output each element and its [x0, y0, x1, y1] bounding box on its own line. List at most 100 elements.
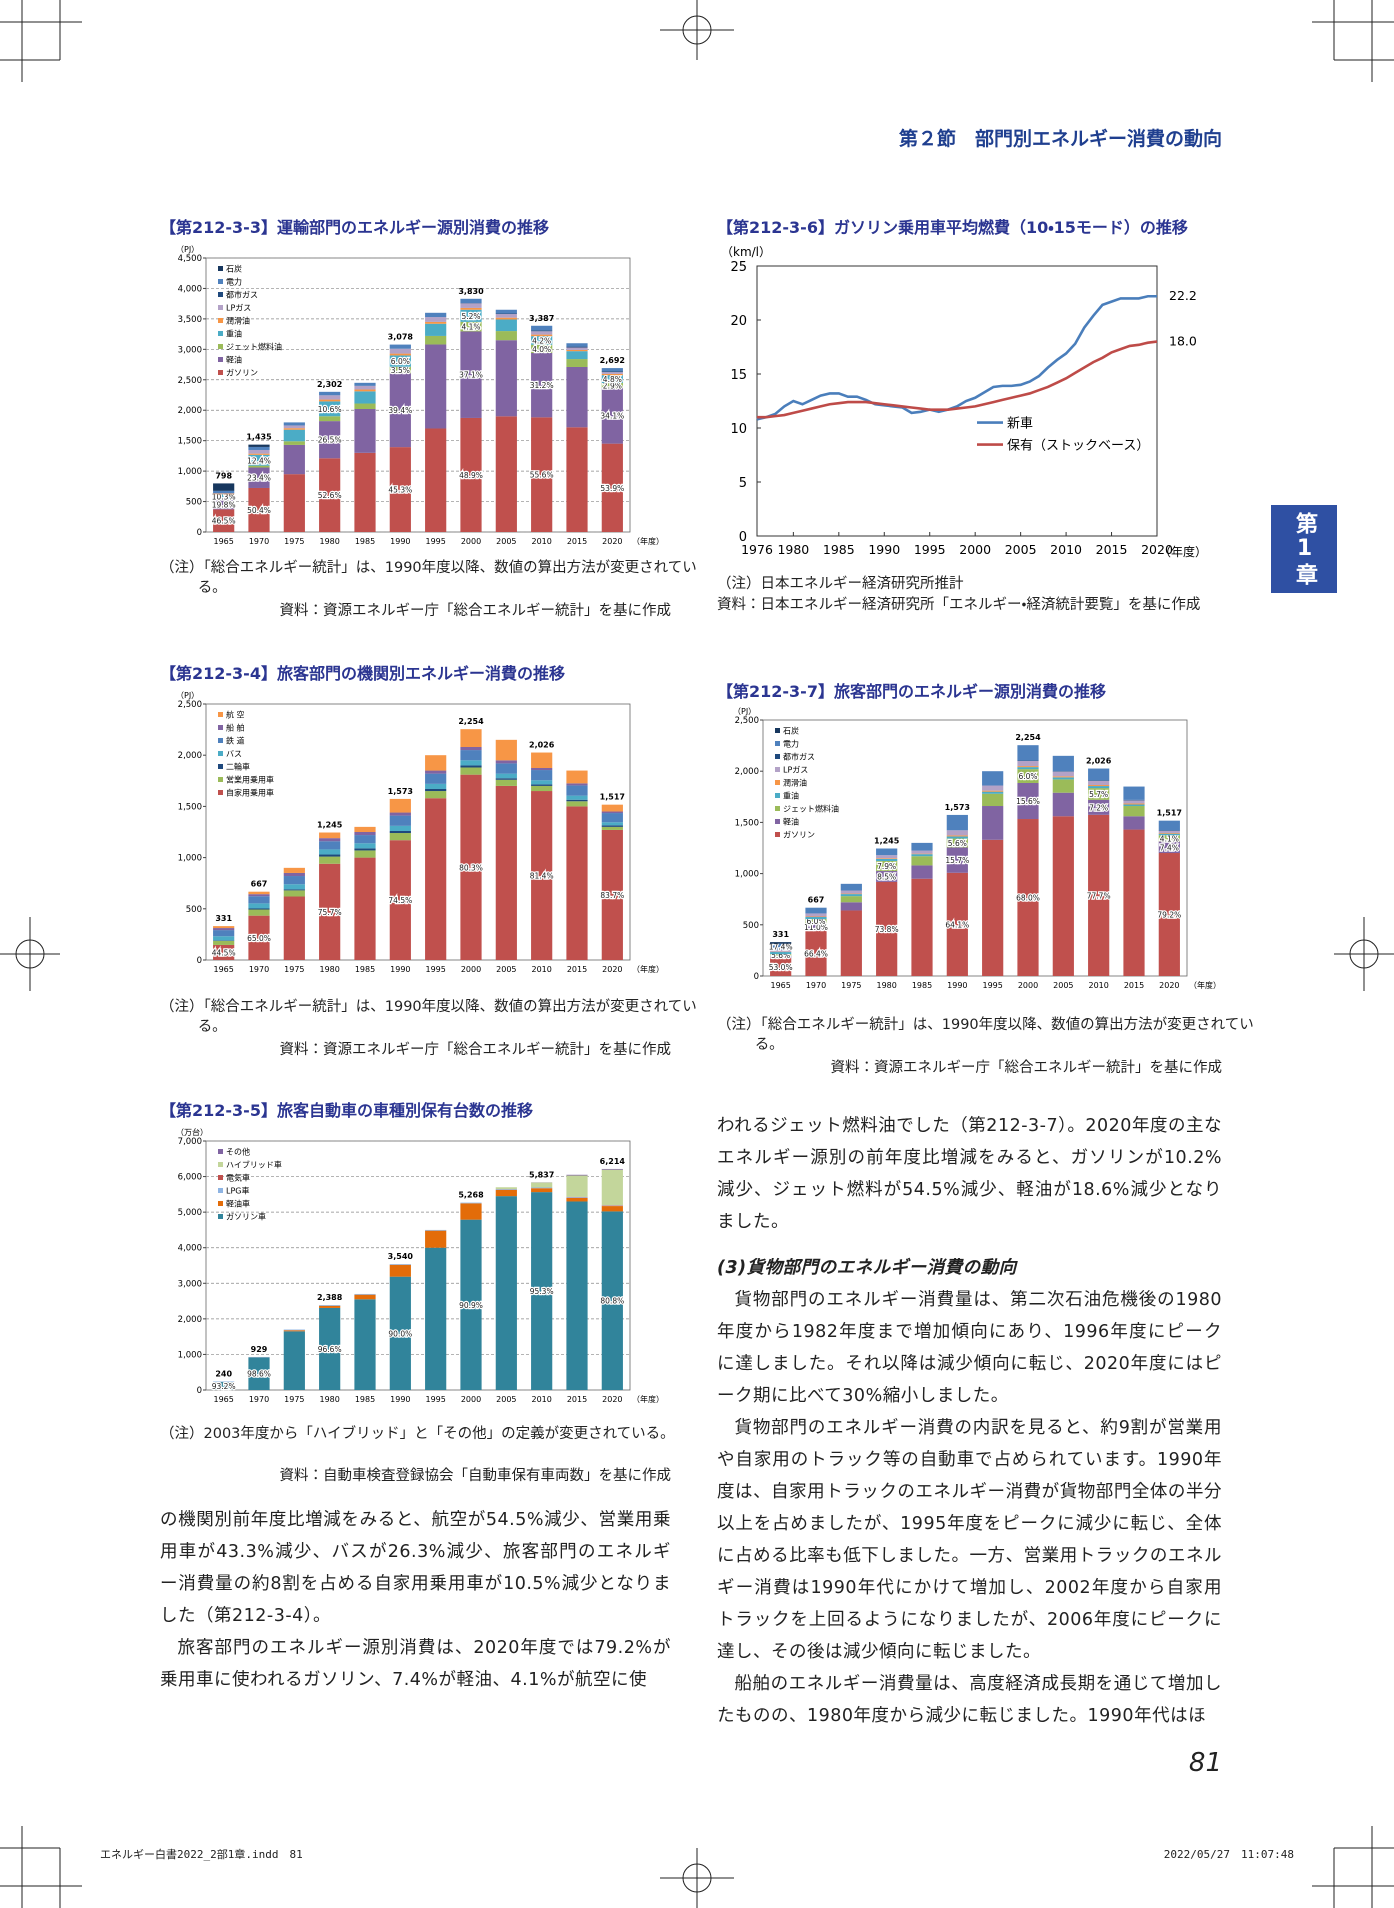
bar-segment	[566, 347, 588, 350]
x-tick-label: 1980	[319, 965, 339, 974]
y-tick-label: 2,500	[178, 700, 202, 710]
total-label: 240	[215, 1369, 232, 1378]
bar-segment	[1158, 841, 1180, 854]
share-label: 64.1%	[945, 920, 969, 929]
bar-segment	[389, 1264, 411, 1265]
bar-segment	[982, 771, 1004, 786]
legend-swatch	[218, 344, 223, 349]
bar-segment	[460, 331, 482, 418]
bar-segment	[770, 954, 792, 957]
bar-segment	[283, 428, 305, 430]
bar-segment	[460, 765, 482, 768]
y-tick-label: 1,000	[178, 854, 202, 864]
share-label: 6.0%	[391, 357, 410, 366]
bar-segment	[911, 856, 933, 866]
bar-segment	[946, 872, 968, 976]
body-column: われるジェット燃料油でした（第212-3-7）。2020年度の主なエネルギー源別…	[717, 1110, 1222, 1732]
bar-segment	[1052, 771, 1074, 772]
bar-segment	[319, 854, 341, 857]
paragraph: の機関別前年度比増減をみると、航空が54.5%減少、営業用乗用車が43.3%減少…	[160, 1510, 671, 1626]
bar-segment	[805, 907, 827, 914]
bar-segment	[389, 798, 411, 813]
share-label: 17.4%	[769, 943, 793, 952]
bar-segment	[840, 890, 862, 894]
bar-segment	[770, 956, 792, 959]
x-tick-label: 2010	[1050, 542, 1082, 557]
bar-segment	[1017, 819, 1039, 976]
bar-segment	[389, 840, 411, 960]
legend-swatch	[775, 806, 780, 811]
bar-segment	[805, 913, 827, 917]
bar-segment	[460, 1202, 482, 1204]
bar-segment	[770, 958, 792, 976]
bar-segment	[248, 449, 270, 454]
bar-segment	[248, 444, 270, 447]
legend-label: 重油	[783, 791, 799, 801]
total-label: 1,573	[388, 787, 413, 796]
bar-segment	[495, 763, 517, 774]
bar-segment	[319, 838, 341, 842]
bar-segment	[283, 444, 305, 475]
share-label: 12.4%	[247, 456, 271, 465]
x-axis-label: （年度）	[632, 536, 664, 546]
bar-segment	[566, 783, 588, 786]
bar-segment	[566, 801, 588, 807]
x-tick-label: 1995	[425, 1395, 445, 1404]
bar-segment	[601, 383, 623, 388]
line-series	[757, 340, 1158, 419]
bar-segment	[495, 416, 517, 532]
bar-segment	[319, 856, 341, 864]
x-tick-label: 2015	[1124, 981, 1144, 990]
legend-label: ジェット燃料油	[783, 804, 839, 814]
bar-segment	[319, 841, 341, 850]
bar-segment	[601, 826, 623, 830]
share-label: 19.8%	[212, 501, 236, 510]
bar-segment	[1123, 829, 1145, 976]
x-tick-label: 2000	[959, 542, 991, 557]
bar-segment	[389, 833, 411, 841]
chart: 0 5 10 15 20 25 1976 1980 1985 1990 1995 2000 2005 20…	[721, 245, 1207, 559]
share-label: 46.5%	[212, 517, 236, 526]
bar-segment	[495, 313, 517, 315]
bar-segment	[566, 1197, 588, 1202]
x-tick-label: 1980	[876, 981, 896, 990]
x-tick-label: 2005	[496, 1395, 516, 1404]
legend-swatch	[775, 793, 780, 798]
share-label: 65.0%	[247, 934, 271, 943]
share-label: 73.8%	[875, 925, 899, 934]
share-label: 98.6%	[247, 1370, 271, 1379]
bar-segment	[840, 883, 862, 891]
legend-swatch	[218, 1214, 223, 1219]
bar-segment	[840, 910, 862, 976]
share-label: 7.9%	[877, 862, 896, 871]
legend-label: 電力	[783, 739, 799, 749]
bar-segment	[213, 944, 235, 960]
bar-segment	[389, 447, 411, 532]
legend-swatch	[218, 1188, 223, 1193]
bar-segment	[911, 842, 933, 851]
legend-label: 電力	[226, 277, 242, 287]
bar-segment	[495, 1187, 517, 1190]
bar-segment	[601, 1169, 623, 1206]
x-tick-label: 2020	[602, 965, 622, 974]
y-tick-label: 6,000	[178, 1173, 202, 1183]
bar-segment	[283, 425, 305, 429]
bar-segment	[460, 307, 482, 310]
bar-segment	[319, 863, 341, 960]
bar-segment	[946, 835, 968, 837]
bar-segment	[1088, 786, 1110, 789]
bar-segment	[1017, 767, 1039, 770]
bar-segment	[425, 755, 447, 771]
y-tick-label: 0	[739, 530, 747, 545]
share-label: 80.3%	[459, 863, 483, 872]
bar-segment	[601, 811, 623, 814]
legend-swatch	[218, 331, 223, 336]
legend-label: 新車	[1007, 417, 1033, 432]
total-label: 3,078	[388, 333, 414, 342]
chart-source: 資料：日本エネルギー経済研究所「エネルギー・経済統計要覧」を基に作成	[717, 597, 1201, 613]
x-tick-label: 2010	[531, 1395, 551, 1404]
y-tick-label: 500	[186, 905, 202, 915]
bar-segment	[248, 1357, 270, 1390]
bar-segment	[248, 891, 270, 895]
total-label: 2,302	[317, 380, 342, 389]
